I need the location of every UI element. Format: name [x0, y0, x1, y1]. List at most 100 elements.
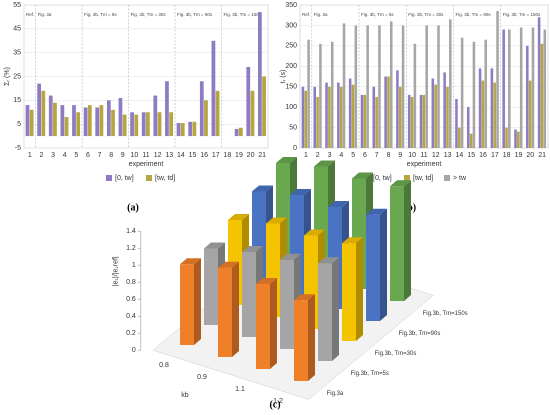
- x-tick-label: 5: [74, 152, 78, 159]
- x-tick-label: 14: [177, 152, 185, 159]
- x-tick-label: 7: [375, 152, 379, 159]
- x-tick-label: 6: [363, 152, 367, 159]
- bar: [111, 109, 115, 137]
- bar: [258, 12, 262, 137]
- legend-swatch: [404, 175, 410, 181]
- x-tick-label: 7: [98, 152, 102, 159]
- bar: [460, 37, 464, 148]
- z-tick-label: Fig.3b, Tm=5s: [351, 371, 389, 377]
- bar: [419, 94, 423, 148]
- section-label: Fig. 3b, Tm = 30s: [408, 12, 444, 17]
- legend-swatch: [106, 175, 112, 181]
- bar: [407, 94, 411, 148]
- bar: [280, 259, 294, 349]
- bar: [72, 105, 76, 137]
- bar: [192, 121, 197, 137]
- bar: [351, 84, 355, 148]
- bar: [360, 94, 364, 148]
- legend-label: [0, tw]: [373, 175, 392, 182]
- bar: [478, 68, 482, 148]
- x-tick-label: 12: [432, 152, 440, 159]
- bar: [301, 86, 305, 148]
- bar-top: [366, 208, 387, 215]
- bar: [319, 43, 322, 148]
- x-tick-label: 1.2: [273, 398, 283, 405]
- bar: [398, 86, 402, 148]
- legend-label: > tw: [453, 175, 467, 182]
- y-axis-label: tᵣ (s): [280, 70, 287, 84]
- bar: [188, 121, 193, 137]
- bar: [372, 86, 376, 148]
- bar: [401, 25, 405, 148]
- bar: [339, 86, 343, 148]
- legend-swatch: [444, 175, 450, 181]
- bar: [466, 107, 470, 148]
- y-tick-label: 0: [132, 347, 136, 354]
- bar: [95, 107, 100, 137]
- bar-side: [332, 257, 339, 361]
- x-tick-label: 14: [456, 152, 464, 159]
- z-tick-label: Fig.3b, Tm=150s: [423, 311, 468, 317]
- bar-top: [204, 242, 225, 249]
- y-tick-label: 1.2: [126, 245, 136, 252]
- bar: [472, 41, 476, 149]
- bar: [87, 105, 92, 137]
- z-tick-label: Fig.3a: [327, 391, 344, 397]
- bar: [134, 114, 139, 137]
- bar: [246, 66, 251, 137]
- bar: [508, 29, 511, 149]
- bar: [458, 127, 461, 148]
- bar: [106, 100, 111, 137]
- section-label: Fig. 3a: [38, 12, 52, 17]
- x-tick-label: 13: [444, 152, 452, 159]
- bar-top: [290, 189, 311, 195]
- bar: [215, 90, 220, 137]
- x-tick-label: 21: [538, 152, 546, 159]
- x-axis-label: experiment: [129, 161, 164, 168]
- bar: [328, 86, 331, 148]
- y-tick-label: 300: [285, 22, 297, 29]
- z-tick-label: Fig.3b, Tm=30s: [375, 351, 417, 357]
- x-tick-label: 19: [515, 152, 523, 159]
- y-tick-label: 25: [13, 73, 21, 80]
- bar: [378, 25, 381, 148]
- bar: [307, 39, 310, 148]
- caption: (c): [269, 399, 280, 410]
- bar-top: [252, 185, 273, 192]
- bar: [218, 267, 232, 357]
- section-label: Fig. 3b, Tm = 90s: [456, 12, 492, 17]
- bar: [387, 76, 390, 148]
- bar: [366, 214, 380, 321]
- bar: [330, 41, 334, 149]
- bar: [375, 96, 378, 148]
- bar: [141, 112, 146, 137]
- bar: [481, 80, 485, 148]
- section-label: Fig. 3b, Tm = 5s: [361, 12, 394, 17]
- bar-side: [356, 237, 363, 341]
- bar-top: [390, 180, 411, 187]
- bar: [304, 90, 308, 148]
- bar: [169, 112, 174, 137]
- bar: [204, 100, 208, 137]
- bar: [180, 264, 194, 345]
- x-tick-label: 1.1: [235, 386, 245, 393]
- bar: [211, 40, 216, 137]
- bar: [180, 122, 185, 137]
- bar: [165, 81, 169, 137]
- y-tick-label: 350: [285, 2, 297, 9]
- bar-top: [266, 217, 287, 224]
- bar-top: [256, 278, 277, 284]
- bar: [29, 109, 34, 137]
- bar: [449, 19, 452, 148]
- y-tick-label: 150: [285, 84, 297, 91]
- bar-top: [352, 172, 373, 179]
- bar-top: [280, 253, 301, 260]
- x-tick-label: 11: [142, 152, 149, 159]
- bar: [242, 252, 256, 337]
- bar: [484, 39, 488, 148]
- bar: [53, 102, 57, 137]
- bar: [316, 96, 319, 148]
- bar-side: [380, 208, 387, 321]
- bar-top: [304, 229, 325, 236]
